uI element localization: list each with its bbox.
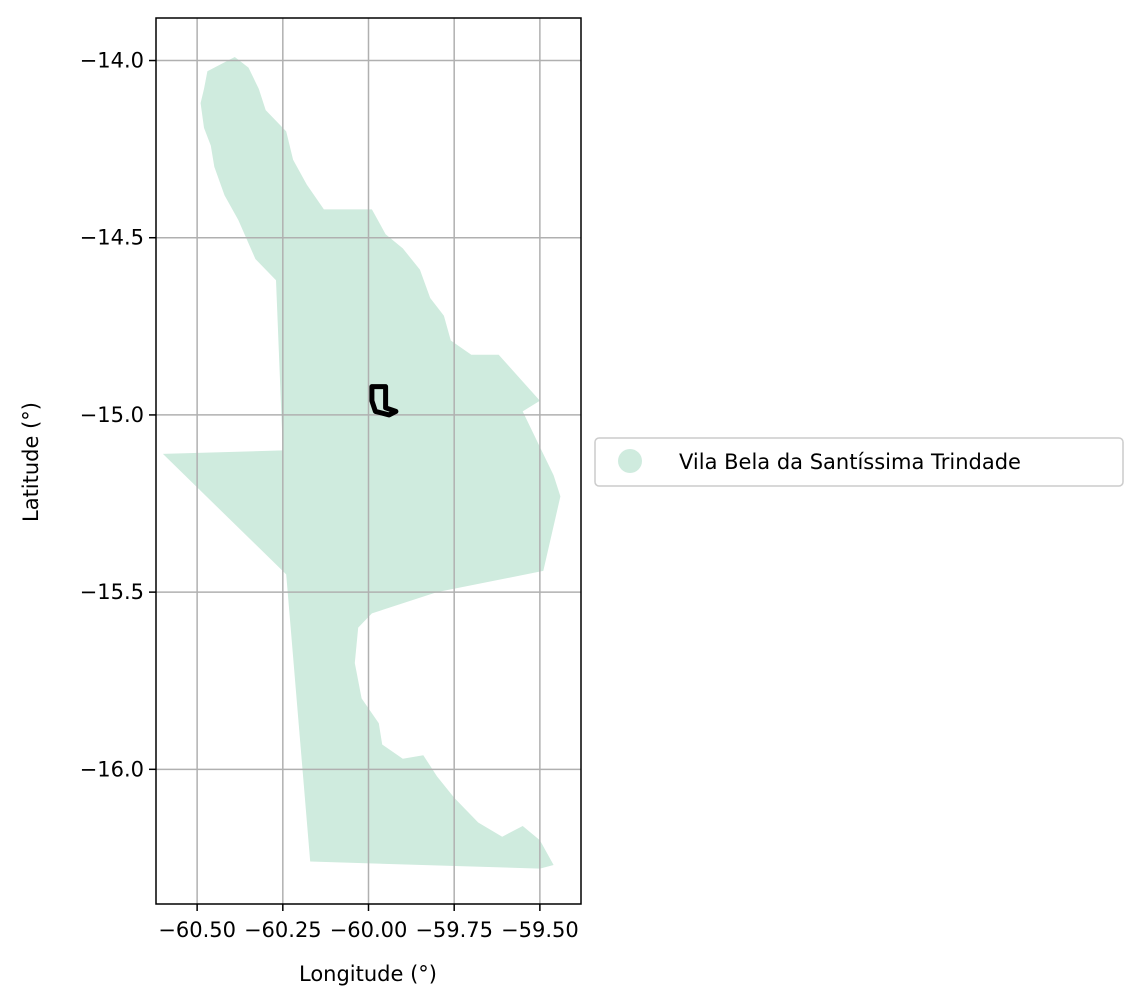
region-polygon	[162, 57, 561, 869]
x-axis-label: Longitude (°)	[299, 962, 437, 986]
grid-layer	[156, 18, 581, 904]
legend-marker	[618, 449, 642, 473]
y-tick-label: −15.5	[80, 580, 144, 604]
y-tick-label: −16.0	[80, 757, 144, 781]
region-layer	[162, 57, 561, 869]
x-tick-label: −59.75	[415, 918, 493, 942]
highlight-outline	[369, 384, 399, 418]
outline-layer	[369, 384, 399, 418]
x-tick-label: −60.50	[158, 918, 236, 942]
y-tick-label: −14.5	[80, 226, 144, 250]
legend-box	[594, 437, 1124, 487]
y-tick-label: −14.0	[80, 49, 144, 73]
x-tick-label: −60.00	[330, 918, 408, 942]
y-axis-label: Latitude (°)	[19, 402, 43, 522]
y-tick-label: −15.0	[80, 403, 144, 427]
x-tick-label: −59.50	[501, 918, 579, 942]
legend-label: Vila Bela da Santíssima Trindade	[679, 450, 1021, 474]
legend: Vila Bela da Santíssima Trindade	[594, 437, 1124, 487]
x-axis: −60.50 −60.25 −60.00 −59.75 −59.50	[158, 904, 579, 942]
y-axis: −14.0 −14.5 −15.0 −15.5 −16.0	[80, 49, 156, 781]
x-tick-label: −60.25	[244, 918, 322, 942]
